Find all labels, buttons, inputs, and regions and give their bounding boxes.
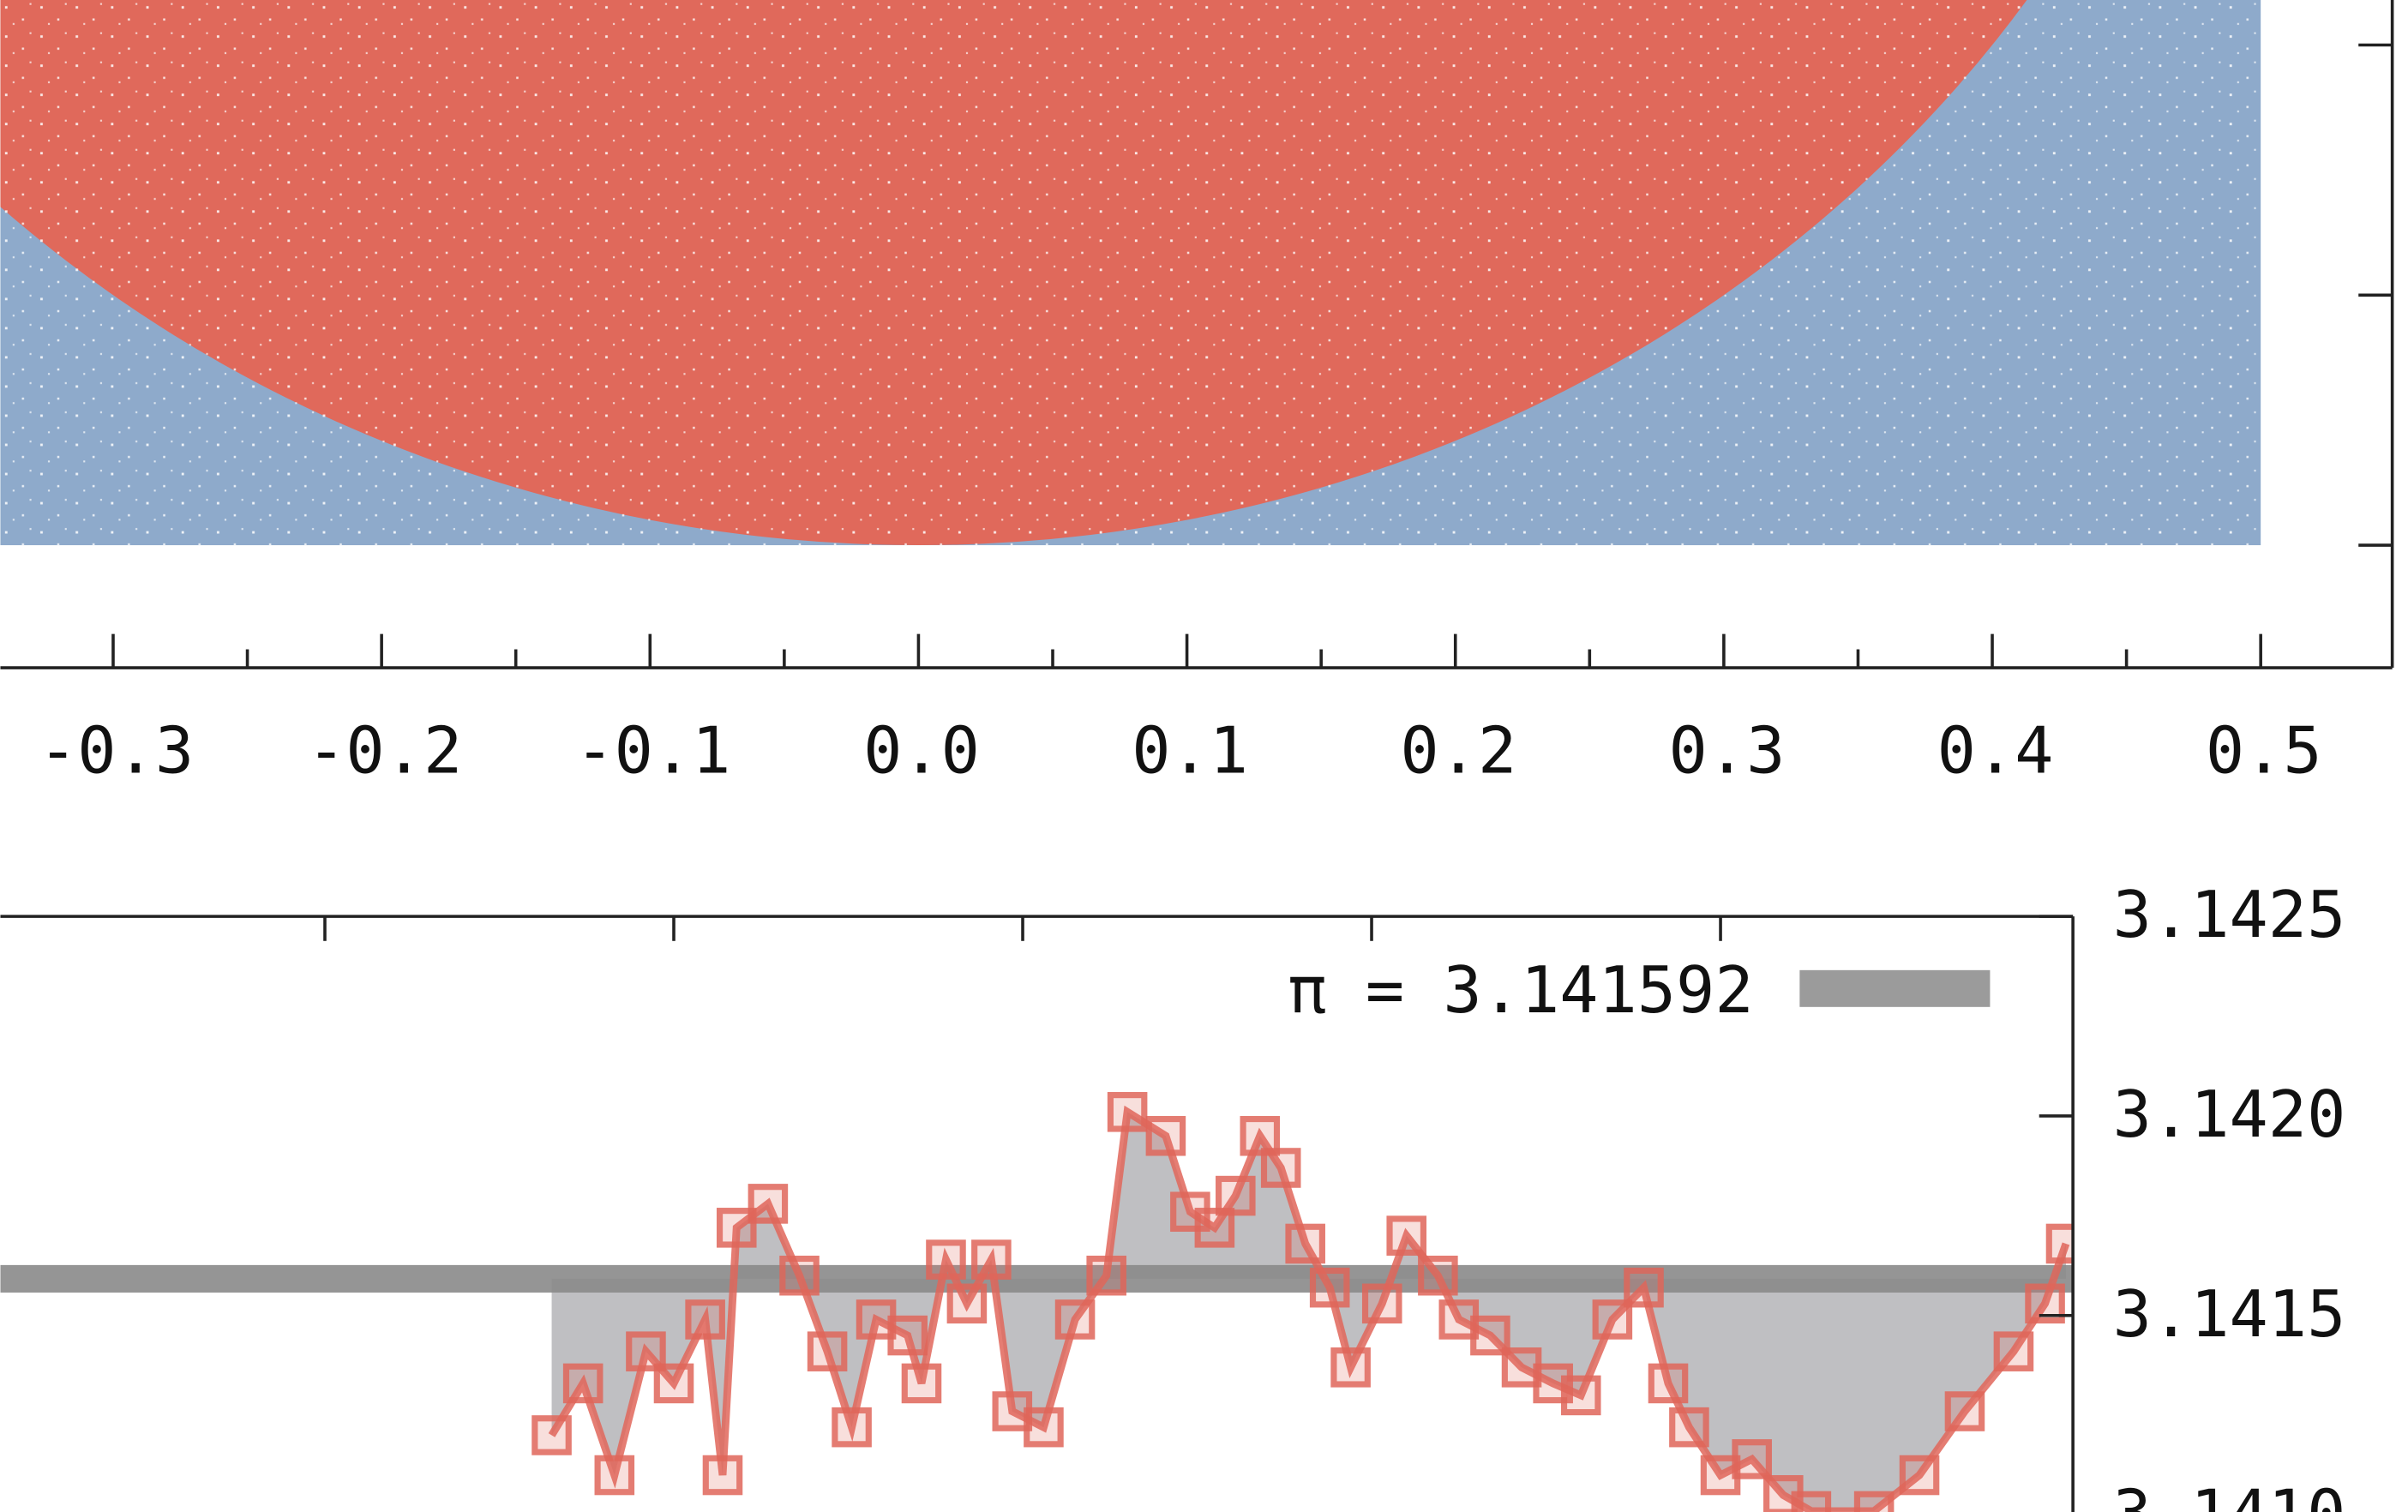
x-tick-label: -0.1 [575, 713, 730, 789]
estimate-point [1145, 1115, 1186, 1156]
estimate-point [1285, 1223, 1325, 1264]
x-tick-label: 0.5 [2206, 713, 2322, 789]
estimate-point [1386, 1215, 1427, 1256]
line-panel: 3.1425 3.1420 3.1415 3.1410 π = 3.141592 [0, 877, 2345, 1512]
estimate-point [1054, 1299, 1096, 1340]
y2-tick-label: 3.1415 [2113, 1276, 2346, 1352]
estimate-point [1993, 1331, 2034, 1371]
x-tick-label: -0.2 [307, 713, 462, 789]
estimate-point [1853, 1491, 1895, 1512]
estimate-point [1216, 1175, 1256, 1216]
y2-tick-label: 3.1410 [2113, 1476, 2346, 1512]
estimate-point [594, 1455, 635, 1496]
estimate-point [1624, 1267, 1664, 1308]
estimate-line [548, 1105, 2070, 1512]
x-tick-label: 0.0 [863, 713, 980, 789]
estimate-point [1669, 1407, 1709, 1448]
estimate-point [1240, 1115, 1281, 1156]
point-texture [0, 0, 2261, 546]
estimate-point [1470, 1315, 1510, 1356]
estimate-point [1086, 1255, 1126, 1296]
estimate-point [716, 1208, 757, 1248]
estimate-point [748, 1184, 789, 1224]
estimate-point [1024, 1407, 1064, 1448]
estimate-point [2045, 1223, 2074, 1264]
estimate-point [1361, 1283, 1402, 1324]
estimate-point [1592, 1299, 1633, 1340]
estimate-point [1330, 1347, 1371, 1388]
estimate-point [887, 1315, 928, 1356]
x-tick-label: -0.3 [39, 713, 194, 789]
x-tick-label: 0.3 [1669, 713, 1786, 789]
estimate-point [1732, 1439, 1772, 1479]
estimate-point [1418, 1255, 1458, 1296]
estimate-point [702, 1455, 743, 1496]
estimate-point [971, 1239, 1012, 1280]
estimate-point [926, 1239, 966, 1280]
plot-area [0, 1092, 2074, 1512]
estimate-point [1899, 1455, 1940, 1496]
estimate-point [685, 1299, 725, 1340]
x-tick-label: 0.2 [1400, 713, 1516, 789]
estimate-point [1648, 1363, 1689, 1404]
x-tick-label: 0.1 [1132, 713, 1248, 789]
y2-tick-label: 3.1420 [2113, 1077, 2346, 1152]
estimate-point [779, 1255, 820, 1296]
estimate-point [1560, 1375, 1601, 1416]
estimate-point [1700, 1455, 1741, 1496]
plot-area [0, 0, 2261, 546]
estimate-point [832, 1407, 872, 1448]
estimate-point [1194, 1208, 1235, 1248]
x-tick-label: 0.4 [1937, 713, 2054, 789]
estimate-point [1107, 1092, 1148, 1132]
y2-tick-label: 3.1425 [2113, 877, 2346, 952]
estimate-point [531, 1415, 572, 1455]
estimate-point [626, 1331, 666, 1371]
estimate-point [653, 1363, 694, 1404]
legend-label: π = 3.141592 [1288, 952, 1753, 1028]
estimate-point [562, 1363, 604, 1404]
estimate-point [1260, 1148, 1301, 1188]
deviation-fill [551, 1112, 2066, 1511]
scatter-panel: -0.3 -0.2 -0.1 0.0 0.1 0.2 0.3 0.4 0.5 [0, 0, 2394, 789]
estimate-point [901, 1363, 942, 1404]
estimate-point [946, 1283, 988, 1324]
estimate-point [807, 1331, 848, 1371]
estimate-point [1944, 1391, 1985, 1431]
estimate-point [1309, 1267, 1350, 1308]
legend-swatch [1799, 969, 1991, 1007]
estimate-point [1791, 1491, 1832, 1512]
